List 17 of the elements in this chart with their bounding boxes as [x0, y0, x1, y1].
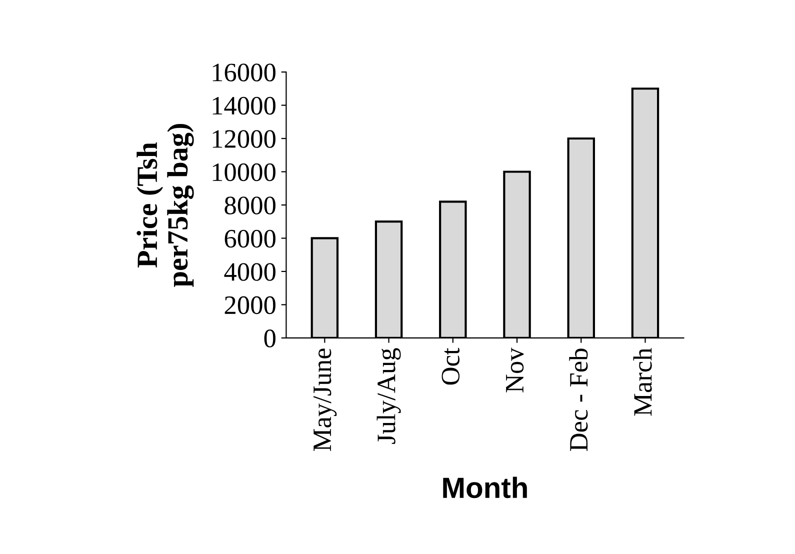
y-tick-label: 6000	[224, 230, 276, 248]
y-tick-label: 8000	[224, 196, 276, 214]
y-tick-label: 2000	[224, 296, 276, 314]
x-axis-title: Month	[443, 476, 527, 498]
x-tick-label: July/Aug	[376, 348, 401, 444]
y-tick-label: 16000	[212, 64, 276, 82]
y-tick-label: 0	[264, 330, 276, 348]
x-tick-label: Dec - Feb	[569, 348, 588, 451]
y-tick-label: 4000	[224, 263, 276, 281]
x-tick-label: Oct	[442, 348, 460, 385]
x-tick-label: March	[633, 348, 652, 416]
y-tick-label: 10000	[212, 163, 276, 182]
y-tick-label: 14000	[212, 96, 276, 115]
x-tick-label: Nov	[506, 348, 524, 392]
y-axis-title: Price (Tsh per75kg bag)	[136, 124, 194, 287]
x-tick-label: May/June	[314, 348, 337, 451]
y-tick-label: 12000	[212, 130, 276, 148]
